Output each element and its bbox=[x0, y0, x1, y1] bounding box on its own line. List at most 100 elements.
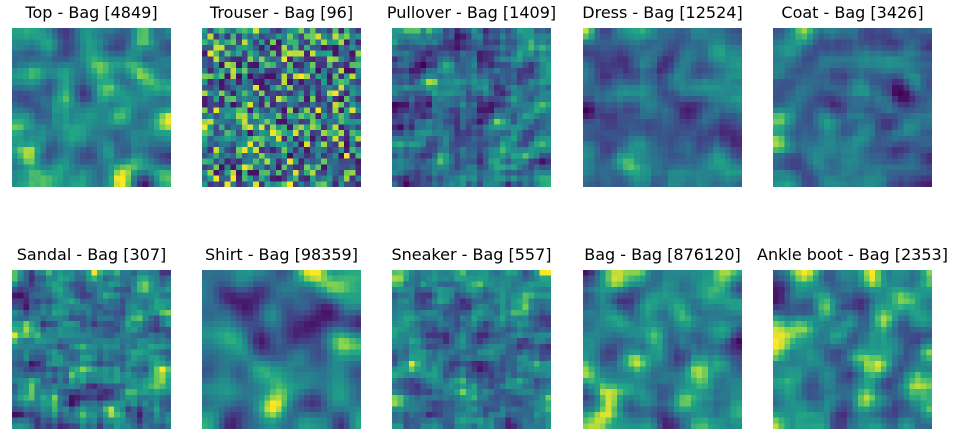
heatmap-cell bbox=[102, 315, 109, 322]
heatmap-cell bbox=[460, 96, 466, 102]
heatmap-cell bbox=[247, 130, 254, 137]
heatmap-cell bbox=[858, 181, 864, 187]
heatmap-cell bbox=[97, 275, 103, 282]
heatmap-cell bbox=[533, 130, 540, 137]
heatmap-cell bbox=[494, 56, 501, 63]
heatmap-cell bbox=[304, 118, 311, 125]
heatmap-cell bbox=[545, 33, 551, 40]
heatmap-cell bbox=[539, 107, 546, 114]
heatmap-cell bbox=[224, 141, 231, 148]
heatmap-cell bbox=[298, 152, 305, 159]
heatmap-cell bbox=[29, 96, 35, 102]
heatmap-cell bbox=[258, 90, 265, 97]
heatmap-cell bbox=[142, 389, 149, 396]
heatmap-cell bbox=[46, 417, 52, 424]
heatmap-cell bbox=[431, 181, 438, 187]
heatmap-cell bbox=[448, 39, 455, 46]
heatmap-cell bbox=[841, 67, 847, 74]
heatmap-cell bbox=[431, 175, 438, 182]
heatmap-cell bbox=[29, 338, 35, 344]
heatmap-cell bbox=[522, 56, 529, 63]
heatmap-cell bbox=[165, 67, 171, 74]
heatmap-cell bbox=[707, 181, 714, 187]
heatmap-cell bbox=[516, 28, 523, 34]
heatmap-cell bbox=[264, 164, 271, 171]
heatmap-cell bbox=[119, 113, 126, 119]
heatmap-cell bbox=[202, 287, 208, 293]
heatmap-cell bbox=[511, 39, 518, 46]
heatmap-cell bbox=[668, 90, 674, 97]
heatmap-cell bbox=[247, 270, 254, 276]
heatmap-cell bbox=[148, 130, 155, 137]
heatmap-cell bbox=[588, 169, 595, 176]
heatmap-cell bbox=[74, 372, 81, 379]
heatmap-cell bbox=[594, 118, 601, 125]
heatmap-cell bbox=[533, 28, 540, 34]
heatmap-cell bbox=[392, 79, 398, 85]
heatmap-cell bbox=[224, 275, 231, 282]
heatmap-cell bbox=[91, 124, 98, 131]
heatmap-cell bbox=[926, 62, 932, 68]
heatmap-cell bbox=[63, 406, 69, 413]
heatmap-cell bbox=[114, 84, 121, 91]
heatmap-cell bbox=[679, 164, 686, 171]
heatmap-cell bbox=[46, 281, 52, 288]
heatmap-cell bbox=[465, 90, 472, 97]
heatmap-cell bbox=[522, 39, 529, 46]
heatmap-cell bbox=[247, 281, 254, 288]
heatmap-cell bbox=[213, 56, 220, 63]
heatmap-cell bbox=[420, 147, 427, 154]
heatmap-cell bbox=[57, 326, 64, 333]
heatmap-cell bbox=[920, 158, 927, 165]
heatmap-cell bbox=[136, 164, 143, 171]
heatmap-cell bbox=[275, 152, 282, 159]
heatmap-cell bbox=[397, 101, 404, 108]
heatmap-cell bbox=[886, 181, 893, 187]
heatmap-cell bbox=[801, 181, 808, 187]
heatmap-cell bbox=[505, 152, 512, 159]
heatmap-cell bbox=[545, 84, 551, 91]
heatmap-cell bbox=[165, 309, 171, 316]
heatmap-cell bbox=[668, 124, 674, 131]
heatmap-cell bbox=[292, 79, 299, 85]
heatmap-cell bbox=[153, 158, 160, 165]
heatmap-cell bbox=[829, 175, 836, 182]
heatmap-cell bbox=[292, 33, 299, 40]
heatmap-cell bbox=[34, 169, 41, 176]
heatmap-cell bbox=[852, 118, 859, 125]
heatmap-cell bbox=[488, 79, 495, 85]
heatmap-cell bbox=[17, 343, 24, 350]
heatmap-cell bbox=[142, 372, 149, 379]
heatmap-cell bbox=[321, 158, 328, 165]
heatmap-cell bbox=[437, 107, 444, 114]
heatmap-cell bbox=[142, 281, 149, 288]
heatmap-cell bbox=[533, 96, 540, 102]
heatmap-cell bbox=[148, 355, 155, 361]
heatmap-cell bbox=[594, 90, 601, 97]
heatmap-cell bbox=[522, 181, 529, 187]
heatmap-cell bbox=[349, 175, 356, 182]
heatmap-cell bbox=[57, 164, 64, 171]
heatmap-cell bbox=[790, 50, 796, 57]
heatmap-cell bbox=[34, 50, 41, 57]
heatmap-cell bbox=[914, 84, 921, 91]
heatmap-cell bbox=[736, 175, 742, 182]
heatmap-cell bbox=[102, 73, 109, 80]
heatmap-cell bbox=[611, 33, 618, 40]
heatmap-cell bbox=[914, 118, 921, 125]
heatmap-cell bbox=[108, 406, 115, 413]
heatmap-cell bbox=[600, 50, 606, 57]
heatmap-cell bbox=[505, 181, 512, 187]
heatmap-cell bbox=[505, 45, 512, 51]
heatmap-cell bbox=[247, 135, 254, 142]
heatmap-cell bbox=[545, 62, 551, 68]
heatmap-cell bbox=[696, 73, 703, 80]
heatmap-cell bbox=[841, 181, 847, 187]
heatmap-cell bbox=[219, 33, 225, 40]
heatmap-cell bbox=[236, 130, 242, 137]
heatmap-cell bbox=[224, 164, 231, 171]
heatmap-cell bbox=[724, 147, 731, 154]
heatmap-cell bbox=[230, 73, 237, 80]
heatmap-cell bbox=[685, 107, 692, 114]
heatmap-cell bbox=[236, 39, 242, 46]
